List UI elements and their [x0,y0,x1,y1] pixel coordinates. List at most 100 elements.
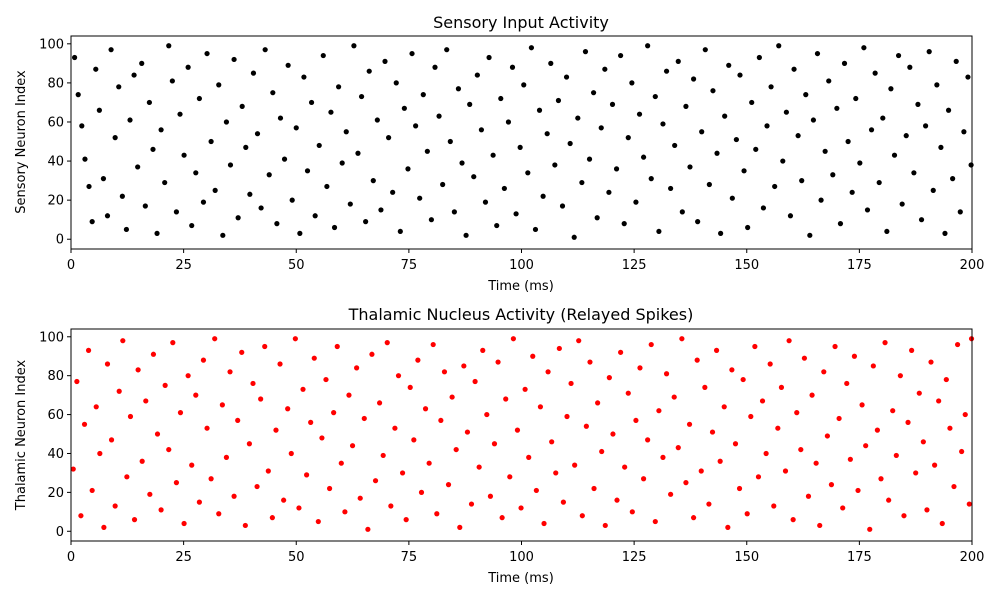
sensory-spike-point [729,195,735,201]
thalamic-spike-point [813,460,819,466]
sensory-spike-point [104,213,111,219]
thalamic-spike-point [193,392,199,398]
sensory-spike-point [204,50,210,57]
thalamic-spike-point [736,485,743,492]
sensory-spike-point [706,181,712,188]
sensory-spike-point [189,222,195,229]
sensory-spike-point [594,215,600,221]
thalamic-spike-point [828,482,835,488]
sensory-spike-point [498,95,504,102]
sensory-spike-point [301,74,307,80]
sensory-spike-point [285,62,291,68]
sensory-spike-point [629,80,635,86]
thalamic-spike-point [909,347,915,353]
sensory-spike-point [783,109,789,115]
thalamic-spike-point [510,336,516,342]
thalamic-spike-point [553,470,559,476]
sensory-spike-point [749,99,755,106]
thalamic-spike-point [399,470,406,476]
sensory-spike-point [768,84,774,90]
sensory-spike-point [405,166,411,172]
thalamic-x-tick-label: 175 [847,550,872,565]
thalamic-spike-point [656,408,662,414]
thalamic-spike-point [893,452,899,459]
sensory-x-tick-label: 100 [509,258,534,273]
sensory-spike-point [888,86,894,92]
thalamic-spike-point [702,384,708,390]
sensory-spike-point [525,170,531,176]
sensory-spike-point [683,103,689,109]
sensory-x-tick-label: 25 [175,258,192,273]
thalamic-spike-point [453,446,459,453]
sensory-spike-point [772,183,778,190]
sensory-spike-point [807,232,813,238]
thalamic-spike-point [430,341,436,348]
sensory-spike-point [358,93,365,100]
thalamic-spike-point [790,517,796,523]
sensory-spike-point [957,209,963,215]
sensory-spike-point [413,123,419,129]
sensory-spike-point [490,152,496,158]
thalamic-spike-point [173,480,180,486]
thalamic-spike-point [530,353,536,359]
sensory-spike-point [699,129,705,135]
thalamic-spike-point [878,476,884,482]
thalamic-spike-point [170,340,176,346]
thalamic-spike-point [81,421,88,427]
thalamic-spike-point [752,343,758,350]
thalamic-spike-point [285,406,291,412]
thalamic-spike-point [901,513,907,519]
sensory-spike-point [968,162,974,168]
sensory-spike-point [243,144,249,150]
sensory-spike-point [756,54,762,61]
thalamic-spike-point [744,511,750,517]
thalamic-spike-point [916,390,922,396]
sensory-spike-point [409,50,415,57]
sensory-spike-point [86,183,92,190]
thalamic-spike-point [962,411,968,418]
sensory-spike-point [440,181,446,188]
sensory-spike-point [764,123,770,129]
thalamic-spike-point [101,524,107,530]
sensory-spike-point [822,148,828,154]
sensory-spike-point [710,88,716,94]
thalamic-spike-point [740,376,746,383]
sensory-spike-point [826,78,832,84]
thalamic-spike-point [698,468,704,474]
sensory-spike-point [907,64,913,70]
sensory-x-tick-label: 50 [288,258,305,273]
sensory-spike-point [864,207,871,213]
thalamic-spike-point [671,394,677,400]
thalamic-spike-point [158,507,164,513]
sensory-spike-point [814,50,821,57]
thalamic-spike-point [614,497,620,503]
sensory-spike-point [420,92,426,98]
sensory-y-tick-label: 100 [39,37,64,52]
thalamic-spike-point [587,359,593,365]
sensory-spike-point [609,101,616,107]
sensory-spike-point [93,66,99,72]
sensory-y-tick-label: 40 [47,155,64,170]
thalamic-spike-point [599,448,605,455]
thalamic-spike-point [342,509,348,515]
sensory-spike-point [532,226,539,233]
thalamic-spike-point [131,517,138,523]
sensory-spike-point [803,92,809,98]
thalamic-spike-point [300,386,306,392]
sensory-spike-point [79,123,85,129]
sensory-spike-point [903,133,909,139]
sensory-spike-point [432,64,438,70]
thalamic-spike-point [771,503,777,509]
thalamic-spike-point [817,522,823,529]
sensory-spike-point [567,140,573,147]
thalamic-spike-point [832,343,838,350]
sensory-spike-point [965,74,971,80]
thalamic-spike-point [763,450,769,457]
sensory-spike-point [89,219,95,225]
sensory-spike-point [895,52,902,59]
sensory-spike-point [436,113,442,119]
sensory-spike-point [791,66,797,72]
sensory-spike-point [239,103,245,109]
sensory-spike-point [185,64,191,70]
thalamic-spike-point [629,509,635,515]
